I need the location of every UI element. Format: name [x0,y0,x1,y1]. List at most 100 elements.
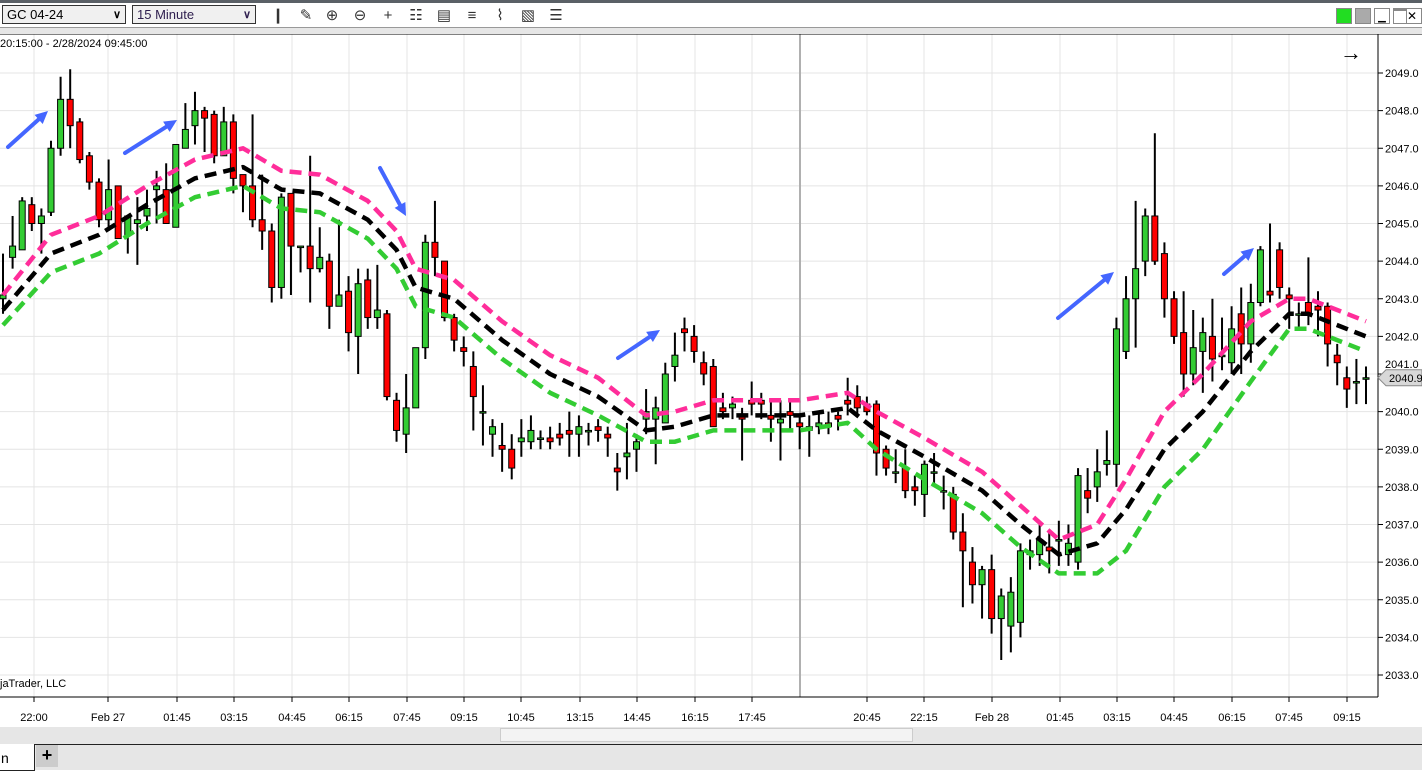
candle-down [1324,305,1332,345]
candle-up [1007,591,1015,627]
chevron-down-icon: ∨ [112,9,121,21]
candle-down [719,407,727,413]
bar-type-icon[interactable]: ❙ [271,7,285,24]
candle-down [393,399,401,431]
candle-down [201,110,209,119]
x-tick-label: 04:45 [1160,712,1188,724]
candle-down [249,185,257,221]
candle-up [1103,460,1111,465]
y-tick-label: 2045.0 [1385,219,1419,231]
candle-down [1266,290,1274,296]
current-price-marker [1377,369,1422,387]
candle-down [834,414,842,420]
candle-up [412,347,420,409]
strategies-icon[interactable]: ⌇ [496,7,504,24]
x-tick-label: 20:45 [853,712,881,724]
status-indicator[interactable] [1336,8,1352,24]
instrument-selector[interactable]: GC 04-24 ∨ [2,5,126,24]
candle-up [1112,328,1120,465]
candle-down [1333,354,1341,364]
list-icon[interactable]: ☰ [549,7,563,24]
candle-up [537,437,545,440]
zoom-out-icon[interactable]: ⊖ [353,7,367,24]
candle-down [1314,305,1322,311]
add-tab-button[interactable]: + [36,745,58,767]
candle-down [1170,298,1178,337]
candle-down [709,365,717,428]
interval-selector[interactable]: 15 Minute ∨ [132,5,256,24]
y-tick-label: 2036.0 [1385,557,1419,569]
properties-icon[interactable]: ▤ [436,7,452,24]
candle-up [316,256,324,270]
candle-up [1199,332,1207,352]
horizontal-scrollbar[interactable] [0,727,1422,744]
tab-active[interactable]: n [0,744,35,771]
candle-up [153,185,161,191]
candle-up [1256,249,1264,304]
annotation-arrow [378,166,406,213]
candle-down [364,279,372,319]
candle-down [690,335,698,352]
candle-up [633,441,641,450]
candle-up [671,354,679,367]
candle-down [968,561,976,586]
candle-down [565,429,573,435]
indicators-icon[interactable]: ≡ [467,6,477,24]
candle-up [1132,268,1140,300]
candle-down [85,155,93,183]
x-tick-label: 14:45 [623,712,651,724]
x-tick-label: 01:45 [1046,712,1074,724]
annotation-arrowhead [34,111,48,124]
y-tick-label: 2039.0 [1385,444,1419,456]
candle-up [1055,539,1063,542]
scroll-to-latest-arrow-icon[interactable]: → [1340,40,1362,65]
templates-icon[interactable]: ▧ [520,7,536,24]
candle-down [681,328,688,334]
candle-up [335,294,343,307]
candle-up [940,490,948,493]
data-box-icon[interactable]: ☷ [409,7,423,24]
link-button[interactable] [1355,8,1371,24]
y-tick-label: 2033.0 [1385,670,1419,682]
price-chart[interactable]: 2049.0 2048.0 2047.0 2046.0 2045.0 2044.0 2043… [0,34,1422,727]
y-tick-label: 2038.0 [1385,482,1419,494]
candle-down [901,467,909,492]
candle-down [700,362,708,375]
x-tick-label: 07:45 [393,712,421,724]
candle-up [527,429,535,443]
pencil-draw-icon[interactable]: ✎ [299,7,313,24]
x-tick-label: 01:45 [163,712,191,724]
scrollbar-thumb[interactable] [500,728,913,742]
candle-up [930,471,938,474]
candle-down [988,569,996,620]
tab-bar: n + [0,744,1422,771]
x-tick-label: 13:15 [566,712,594,724]
candle-up [402,407,410,435]
candle-down [498,444,506,450]
y-tick-label: 2041.0 [1385,359,1419,371]
candle-down [66,98,74,127]
crosshair-icon[interactable]: + [383,6,393,24]
candle-down [508,448,516,469]
candle-down [287,192,295,247]
y-tick-label: 2034.0 [1385,632,1419,644]
candle-up [1228,328,1236,364]
minimize-button[interactable]: ▁ [1374,8,1390,24]
zoom-in-icon[interactable]: ⊕ [325,7,339,24]
candle-down [1237,313,1245,345]
candle-up [978,569,986,586]
x-tick-label: 06:15 [1218,712,1246,724]
candle-down [76,121,84,161]
candle-down [604,433,612,439]
candle-down [460,347,468,352]
candle-down [844,399,852,405]
candle-up [1352,381,1360,384]
candle-up [728,403,736,409]
candle-down [1276,249,1284,288]
candle-up [277,196,285,288]
annotation-arrowhead [394,202,406,216]
candle-down [210,113,218,157]
candle-up [585,429,593,433]
candle-down [911,486,919,492]
close-button[interactable]: ✕ [1406,8,1422,24]
